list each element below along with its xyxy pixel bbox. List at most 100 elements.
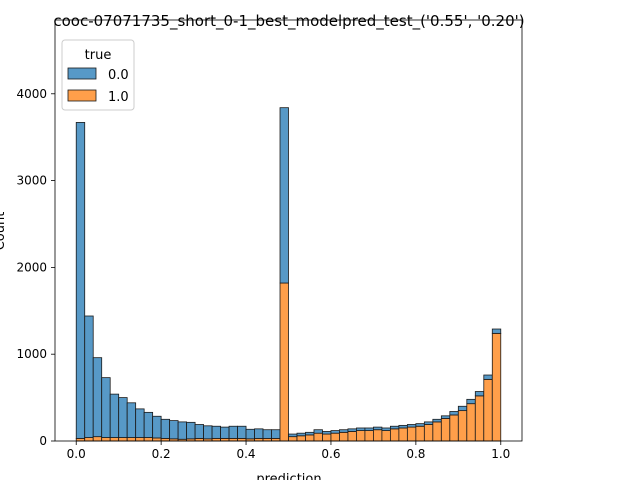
bar-series-0-8 (143, 411, 154, 438)
x-tick-label-2: 0.4 (236, 447, 255, 461)
y-tick-label-3: 3000 (16, 174, 47, 188)
bar-series-0-29 (322, 431, 332, 435)
bar-series-0-49 (491, 328, 502, 334)
bar-series-1-7 (135, 437, 145, 442)
bar-series-1-5 (118, 437, 128, 442)
legend-title: true (85, 48, 112, 63)
bar-series-1-4 (109, 437, 120, 442)
bars-group (75, 107, 502, 442)
bar-series-1-42 (432, 421, 442, 442)
y-tick-label-2: 2000 (16, 260, 47, 274)
bar-series-0-21 (254, 428, 264, 439)
bar-series-0-27 (305, 431, 315, 436)
bar-series-0-15 (203, 425, 213, 440)
y-tick-label-4: 4000 (16, 87, 47, 101)
bar-series-0-1 (84, 315, 94, 438)
bar-series-1-49 (491, 332, 502, 442)
bar-series-0-6 (126, 402, 137, 438)
bar-series-1-48 (483, 378, 493, 442)
bar-series-0-28 (313, 429, 323, 434)
bar-series-0-37 (389, 425, 400, 430)
bar-series-1-46 (466, 403, 476, 442)
bar-series-0-25 (288, 433, 298, 438)
bar-series-0-9 (152, 415, 162, 439)
bar-series-1-41 (423, 424, 434, 442)
bar-series-1-9 (152, 437, 162, 442)
bar-series-1-40 (415, 425, 425, 442)
bar-series-0-12 (177, 421, 188, 440)
bar-series-1-3 (101, 437, 111, 442)
bar-series-1-45 (457, 410, 468, 442)
bar-series-0-39 (406, 424, 417, 428)
bar-series-0-46 (466, 398, 476, 405)
bar-series-1-35 (373, 429, 383, 442)
bar-series-0-4 (109, 393, 120, 438)
bar-series-0-41 (423, 421, 434, 425)
bar-series-0-31 (339, 429, 349, 433)
bar-series-0-35 (373, 426, 383, 431)
bar-series-1-32 (347, 431, 357, 442)
bar-series-1-43 (440, 418, 451, 442)
bar-series-1-44 (449, 414, 459, 442)
bar-series-0-20 (245, 428, 255, 440)
bar-series-0-13 (186, 421, 196, 440)
y-tick-label-1: 1000 (16, 347, 47, 361)
bar-series-0-24 (279, 107, 289, 284)
bar-series-1-33 (356, 430, 366, 442)
x-axis-label: prediction (256, 472, 321, 480)
bar-series-0-3 (101, 377, 111, 438)
bar-series-1-8 (143, 437, 154, 442)
bar-series-0-42 (432, 418, 442, 423)
bar-series-0-23 (271, 429, 281, 439)
bar-series-0-44 (449, 411, 459, 416)
x-tick-label-3: 0.6 (321, 447, 340, 461)
bar-series-0-30 (330, 430, 340, 434)
bar-series-0-34 (364, 427, 374, 431)
bar-series-0-26 (296, 432, 306, 437)
bar-series-0-43 (440, 415, 451, 419)
bar-series-1-29 (322, 433, 332, 442)
bar-series-0-47 (474, 391, 485, 397)
x-tick-label-4: 0.8 (406, 447, 425, 461)
plot-frame (54, 19, 523, 442)
bar-series-0-22 (262, 429, 272, 439)
bar-series-0-36 (381, 427, 391, 431)
x-tick-label-0: 0.0 (67, 447, 86, 461)
x-tick-label-1: 0.2 (152, 447, 171, 461)
bar-series-1-36 (381, 430, 391, 442)
bar-series-1-47 (474, 395, 485, 442)
bar-series-0-40 (415, 423, 425, 427)
bar-series-1-39 (406, 426, 417, 442)
bar-series-0-18 (228, 425, 238, 439)
bar-series-0-16 (211, 425, 221, 439)
bar-series-1-38 (398, 427, 408, 442)
legend-swatch-1 (67, 89, 97, 102)
legend: true 0.0 1.0 (61, 39, 135, 111)
bar-series-0-33 (356, 427, 366, 431)
bar-series-0-0 (75, 122, 86, 439)
bar-series-1-25 (288, 436, 298, 442)
bar-series-0-7 (135, 408, 145, 438)
bar-series-0-38 (398, 424, 408, 429)
y-axis-label: Count (0, 212, 8, 251)
bar-series-1-27 (305, 434, 315, 442)
bar-series-1-1 (84, 437, 94, 442)
chart-title: cooc-07071735_short_0-1_best_modelpred_t… (53, 12, 524, 31)
bar-series-0-48 (483, 374, 493, 380)
bar-series-0-45 (457, 405, 468, 412)
bar-series-0-10 (160, 418, 171, 439)
legend-label-0: 0.0 (108, 68, 129, 83)
bar-series-0-2 (92, 357, 103, 438)
bar-series-1-24 (279, 282, 289, 442)
legend-label-1: 1.0 (108, 90, 129, 105)
x-axis: 0.0 0.2 0.4 0.6 0.8 1.0 (67, 441, 510, 461)
bar-series-1-26 (296, 435, 306, 442)
bar-series-1-34 (364, 430, 374, 442)
bar-series-0-19 (237, 425, 247, 439)
bar-series-1-28 (313, 432, 323, 442)
bar-series-0-32 (347, 428, 357, 432)
bar-series-1-31 (339, 431, 349, 442)
bar-series-1-2 (92, 436, 103, 442)
y-tick-label-0: 0 (39, 434, 47, 448)
